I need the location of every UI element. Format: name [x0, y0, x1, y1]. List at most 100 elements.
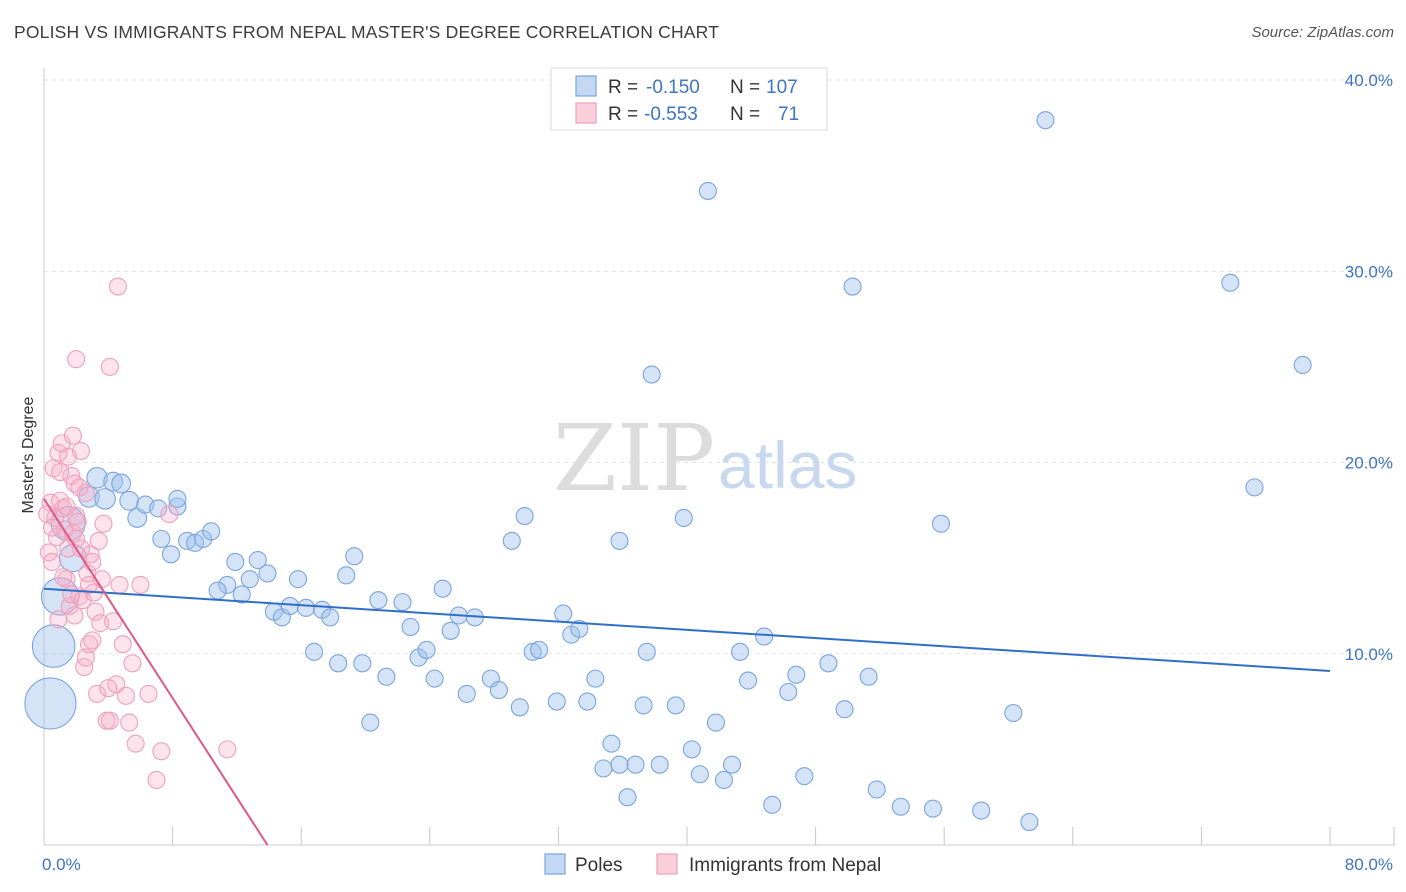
poles-point: [111, 473, 132, 494]
poles-point: [149, 499, 168, 518]
poles-point: [891, 797, 910, 816]
nepal-point: [86, 602, 105, 621]
poles-point: [226, 552, 245, 572]
poles-point: [819, 654, 838, 673]
poles-point: [650, 755, 669, 774]
nepal-point: [89, 531, 108, 550]
nepal-point: [100, 357, 119, 376]
nepal-point: [63, 426, 82, 445]
nepal-point: [113, 635, 132, 654]
gridlines: [44, 79, 1395, 655]
nepal-point: [51, 463, 70, 482]
nepal-point: [81, 545, 100, 564]
poles-point: [202, 522, 221, 541]
poles-point: [1020, 812, 1039, 832]
poles-point: [280, 596, 299, 615]
poles-point: [305, 642, 324, 661]
poles-point: [730, 642, 750, 661]
poles-point: [835, 700, 854, 719]
poles-point: [642, 365, 661, 384]
poles-point: [554, 604, 573, 623]
poles-point: [31, 624, 76, 668]
poles-point: [361, 713, 380, 732]
watermark-atlas: atlas: [718, 428, 857, 502]
nepal-point: [126, 734, 145, 753]
poles-point: [94, 488, 116, 510]
poles-point: [634, 696, 653, 715]
poles-point: [523, 642, 542, 661]
legend-n-value-poles: 107: [766, 77, 798, 98]
poles-point: [1245, 478, 1264, 497]
source-label: Source: ZipAtlas.com: [1251, 24, 1394, 41]
poles-point: [1004, 703, 1023, 723]
nepal-point: [49, 443, 68, 462]
nepal-point: [147, 770, 166, 790]
poles-point: [369, 591, 388, 610]
nepal-point: [68, 512, 87, 531]
poles-point: [674, 508, 693, 528]
poles-point: [24, 677, 77, 730]
poles-point: [795, 767, 814, 786]
poles-point: [610, 531, 629, 550]
poles-point: [610, 755, 629, 774]
poles-point: [345, 547, 364, 566]
chart-title: POLISH VS IMMIGRANTS FROM NEPAL MASTER'S…: [14, 22, 720, 42]
poles-point: [666, 696, 685, 715]
poles-point: [218, 575, 237, 594]
poles-point: [637, 642, 656, 661]
poles-point: [602, 734, 621, 753]
nepal-point: [49, 610, 68, 629]
legend-r-value-nepal: -0.553: [644, 104, 698, 125]
poles-point: [706, 713, 725, 732]
nepal-point: [131, 575, 150, 594]
poles-point: [570, 619, 589, 638]
nepal-point: [120, 713, 139, 732]
y-tick-label: 10.0%: [1345, 645, 1393, 664]
watermark-zip: ZIP: [553, 405, 715, 512]
poles-point: [168, 489, 187, 508]
poles-point: [586, 669, 605, 688]
poles-point: [103, 471, 124, 492]
tick-labels: 10.0% 20.0% 30.0% 40.0% 0.0% 80.0%: [42, 71, 1393, 874]
poles-point: [232, 585, 251, 604]
nepal-point: [76, 648, 95, 667]
poles-point: [867, 780, 886, 799]
poles-point: [288, 570, 308, 589]
poles-point: [594, 759, 613, 778]
y-tick-label: 40.0%: [1345, 71, 1393, 90]
nepal-point: [42, 552, 62, 572]
poles-point: [353, 654, 372, 673]
poles-point: [779, 682, 798, 702]
series-nepal: [38, 277, 237, 790]
poles-point: [119, 490, 140, 511]
nepal-point: [108, 277, 127, 296]
trend-line-nepal: [43, 498, 269, 846]
trend-lines: [43, 498, 1331, 846]
nepal-point: [218, 740, 237, 759]
poles-point: [739, 671, 758, 690]
poles-point: [329, 654, 348, 673]
poles-point: [714, 770, 734, 790]
poles-point: [377, 667, 396, 686]
poles-point: [722, 755, 742, 774]
correlation-legend: R = -0.150 N = 107 R = -0.553 N = 71: [550, 67, 828, 131]
poles-point: [787, 665, 806, 684]
bottom-legend-label-poles: Poles: [575, 855, 623, 876]
poles-point: [240, 570, 259, 589]
legend-n-label-nepal: N =: [730, 104, 760, 125]
poles-point: [321, 608, 340, 627]
nepal-point: [94, 514, 113, 533]
poles-point: [859, 667, 878, 686]
poles-point: [248, 550, 267, 570]
legend-r-label-poles: R =: [608, 77, 638, 98]
poles-point: [682, 740, 701, 759]
poles-point: [626, 755, 645, 774]
poles-point: [425, 669, 444, 688]
watermark: ZIP atlas: [553, 405, 857, 512]
y-tick-label: 30.0%: [1345, 262, 1393, 281]
poles-point: [161, 545, 181, 564]
y-axis-title: Master's Degree: [20, 396, 37, 513]
nepal-point: [110, 575, 129, 594]
series-legend: Poles Immigrants from Nepal: [544, 853, 881, 876]
